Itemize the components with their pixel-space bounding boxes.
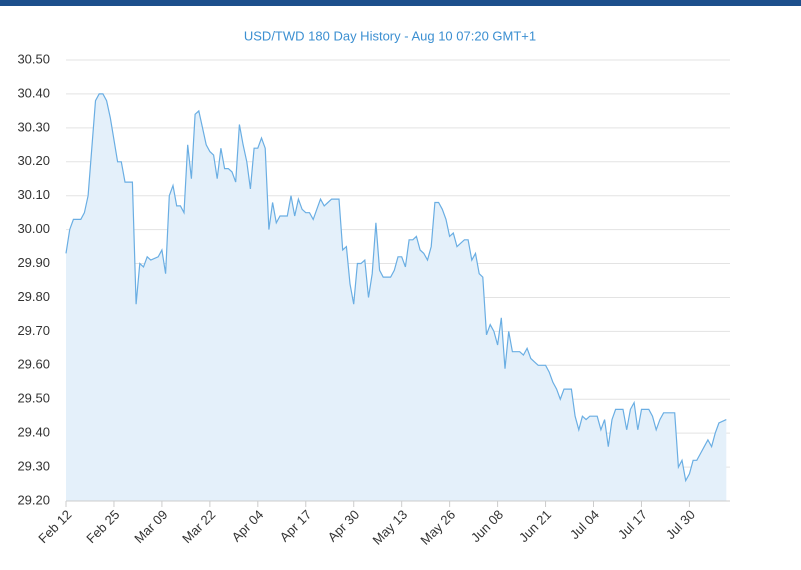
- x-tick-label: Feb 25: [83, 507, 122, 546]
- y-tick-label: 29.80: [17, 289, 50, 304]
- y-tick-label: 29.50: [17, 391, 50, 406]
- y-tick-label: 29.40: [17, 425, 50, 440]
- x-tick-label: Apr 17: [277, 507, 315, 545]
- x-tick-label: May 26: [417, 507, 458, 548]
- y-tick-label: 29.90: [17, 255, 50, 270]
- y-tick-label: 29.60: [17, 357, 50, 372]
- x-tick-label: May 13: [369, 507, 410, 548]
- x-tick-label: Jun 08: [468, 507, 506, 545]
- x-tick-label: Apr 30: [325, 507, 363, 545]
- x-tick-label: Jul 30: [663, 507, 698, 542]
- y-tick-label: 30.10: [17, 187, 50, 202]
- y-tick-label: 29.30: [17, 459, 50, 474]
- x-tick-label: Mar 22: [179, 507, 218, 546]
- x-tick-label: Mar 09: [131, 507, 170, 546]
- area: [66, 93, 727, 502]
- y-tick-label: 30.40: [17, 85, 50, 100]
- y-tick-label: 30.20: [17, 153, 50, 168]
- x-tick-label: Jul 17: [615, 507, 650, 542]
- y-tick-label: 29.20: [17, 492, 50, 507]
- chart-title: USD/TWD 180 Day History - Aug 10 07:20 G…: [244, 28, 536, 43]
- x-tick-label: Jun 21: [516, 507, 554, 545]
- top-bar: [0, 0, 801, 6]
- x-tick-label: Feb 12: [35, 507, 74, 546]
- line: [65, 93, 727, 483]
- x-tick-label: Jul 04: [567, 507, 602, 542]
- y-tick-label: 30.30: [17, 119, 50, 134]
- y-tick-label: 30.50: [17, 51, 50, 66]
- y-tick-label: 30.00: [17, 221, 50, 236]
- x-tick-label: Apr 04: [229, 507, 267, 545]
- y-tick-label: 29.70: [17, 323, 50, 338]
